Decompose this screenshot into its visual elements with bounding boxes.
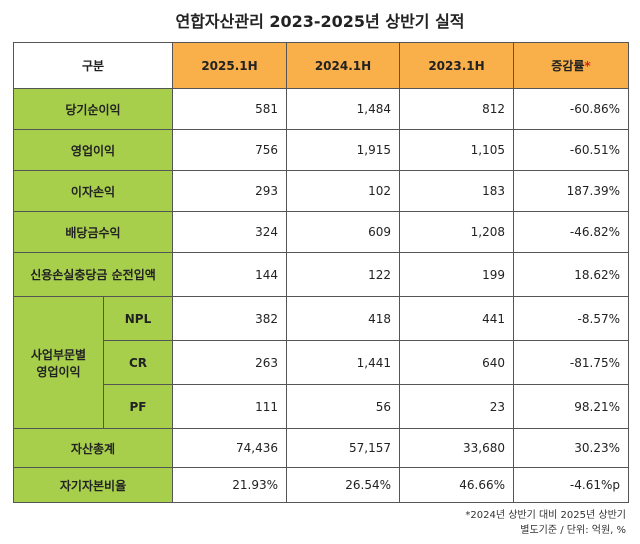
row-label: 배당금수익 <box>13 211 173 253</box>
title: 연합자산관리 2023-2025년 상반기 실적 <box>175 12 465 31</box>
value-cell: 122 <box>286 252 400 297</box>
header-cell: 증감률* <box>513 42 629 89</box>
value-cell: 23 <box>399 384 514 429</box>
value-cell: 30.23% <box>513 428 629 468</box>
data-row: 이자손익 293 102 183 187.39% <box>13 170 629 212</box>
value-cell: -81.75% <box>513 340 629 385</box>
row-label: 영업이익 <box>13 129 173 171</box>
value-cell: 1,208 <box>399 211 514 253</box>
value-cell: 18.62% <box>513 252 629 297</box>
row-label: 자기자본비율 <box>13 467 173 503</box>
value-cell: 183 <box>399 170 514 212</box>
value-cell: 418 <box>286 296 400 341</box>
value-cell: 1,105 <box>399 129 514 171</box>
data-row: 당기순이익 581 1,484 812 -60.86% <box>13 88 629 130</box>
row-label: 이자손익 <box>13 170 173 212</box>
value-cell: 33,680 <box>399 428 514 468</box>
header-cell: 2023.1H <box>399 42 514 89</box>
value-cell: -60.86% <box>513 88 629 130</box>
value-cell: 1,441 <box>286 340 400 385</box>
row-label: CR <box>103 340 173 385</box>
value-cell: 111 <box>172 384 287 429</box>
value-cell: 144 <box>172 252 287 297</box>
row-label: NPL <box>103 296 173 341</box>
row-label: 자산총계 <box>13 428 173 468</box>
value-cell: 263 <box>172 340 287 385</box>
value-cell: 102 <box>286 170 400 212</box>
value-cell: 46.66% <box>399 467 514 503</box>
results-table: 구분 2025.1H 2024.1H 2023.1H 증감률* 당기순이익 581 1,484… <box>13 42 629 503</box>
note: 별도기준 / 단위: 억원, % <box>520 525 626 536</box>
value-cell: -8.57% <box>513 296 629 341</box>
data-row: 자산총계 74,436 57,157 33,680 30.23% <box>13 428 629 468</box>
row-label: 당기순이익 <box>13 88 173 130</box>
data-row: 신용손실충당금 순전입액 144 122 199 18.62% <box>13 252 629 297</box>
value-cell: 199 <box>399 252 514 297</box>
data-row: 자기자본비율 21.93% 26.54% 46.66% -4.61%p <box>13 467 629 503</box>
data-row: PF 111 56 23 98.21% <box>14 384 629 429</box>
header-cell: 구분 <box>13 42 173 89</box>
group-label-line: 영업이익 <box>36 364 81 379</box>
value-cell: 640 <box>399 340 514 385</box>
row-label: 신용손실충당금 순전입액 <box>13 252 173 297</box>
value-cell: 441 <box>399 296 514 341</box>
data-row: 사업부문별 영업이익 NPL 382 418 441 -8.57% <box>13 296 629 429</box>
value-cell: 293 <box>172 170 287 212</box>
value-cell: 756 <box>172 129 287 171</box>
value-cell: 74,436 <box>172 428 287 468</box>
value-cell: 581 <box>172 88 287 130</box>
value-cell: 324 <box>172 211 287 253</box>
row-label: PF <box>103 384 173 429</box>
header-mark: * <box>584 59 591 73</box>
value-cell: -60.51% <box>513 129 629 171</box>
data-row: 배당금수익 324 609 1,208 -46.82% <box>13 211 629 253</box>
value-cell: -46.82% <box>513 211 629 253</box>
value-cell: 26.54% <box>286 467 400 503</box>
value-cell: 56 <box>286 384 400 429</box>
value-cell: 812 <box>399 88 514 130</box>
value-cell: 98.21% <box>513 384 629 429</box>
group-label-line: 사업부문별 <box>30 347 87 362</box>
value-cell: 187.39% <box>513 170 629 212</box>
header-text: 증감률 <box>551 59 585 73</box>
value-cell: 382 <box>172 296 287 341</box>
data-row: CR 263 1,441 640 -81.75% <box>14 340 629 385</box>
note: *2024년 상반기 대비 2025년 상반기 <box>465 510 626 521</box>
value-cell: 57,157 <box>286 428 400 468</box>
value-cell: 1,484 <box>286 88 400 130</box>
value-cell: 1,915 <box>286 129 400 171</box>
value-cell: 609 <box>286 211 400 253</box>
value-cell: 21.93% <box>172 467 287 503</box>
data-row: 영업이익 756 1,915 1,105 -60.51% <box>13 129 629 171</box>
header-cell: 2024.1H <box>286 42 400 89</box>
header-row: 구분 2025.1H 2024.1H 2023.1H 증감률* <box>13 42 629 89</box>
value-cell: -4.61%p <box>513 467 629 503</box>
header-cell: 2025.1H <box>172 42 287 89</box>
